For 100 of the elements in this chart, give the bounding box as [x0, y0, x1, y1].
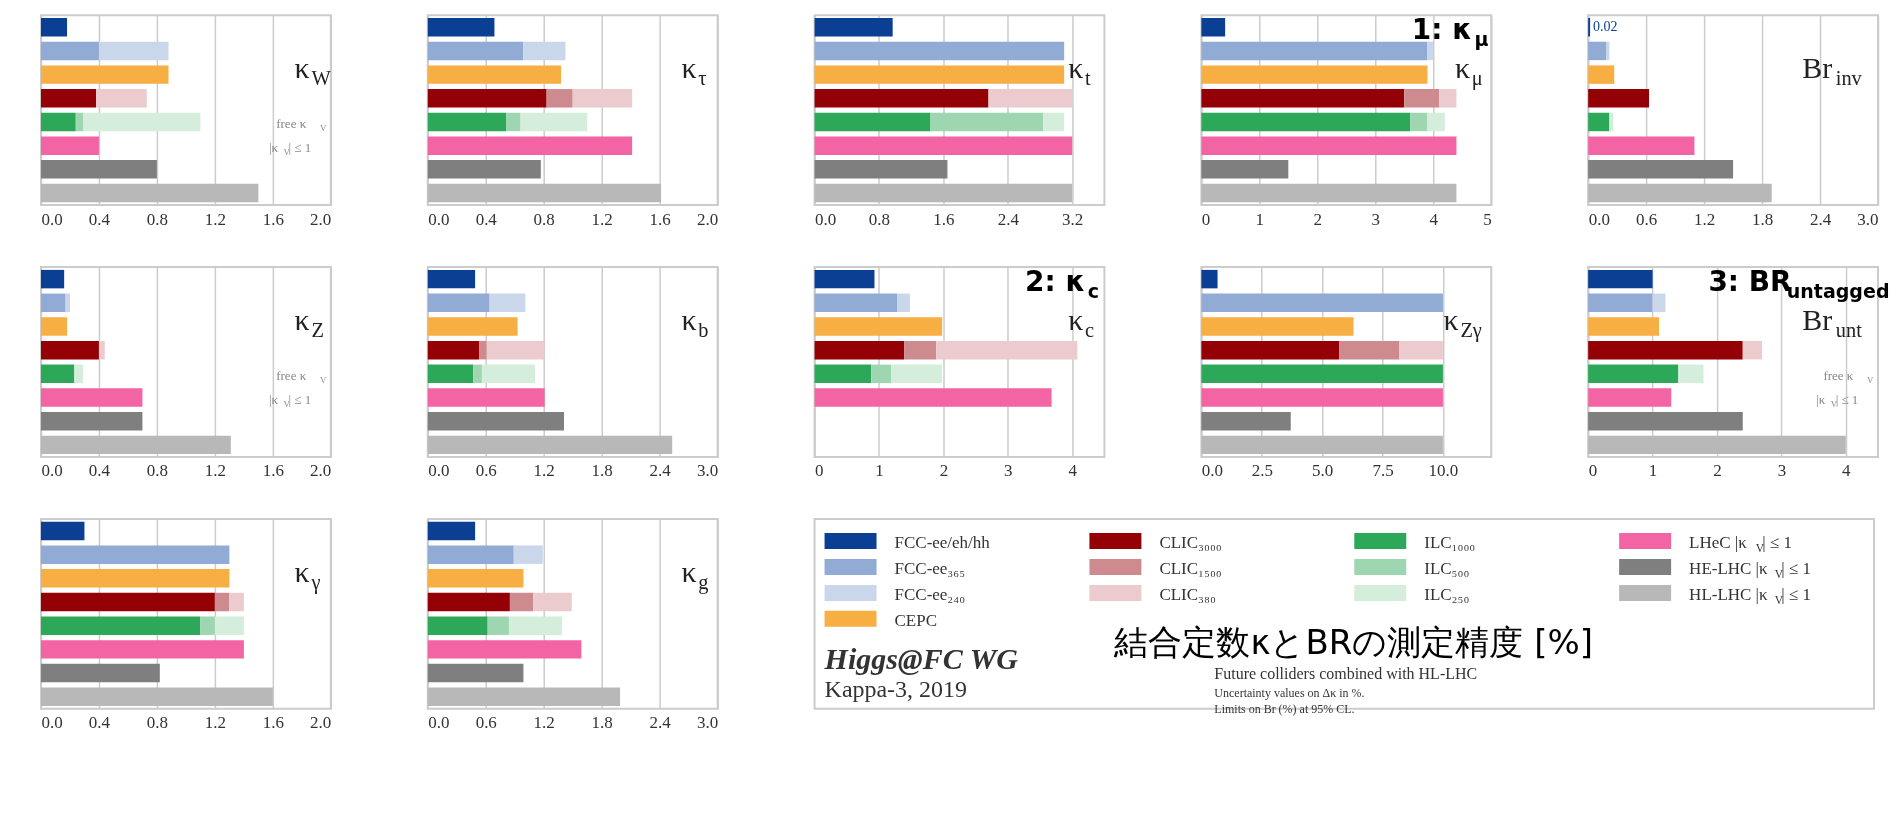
x-tick-label: 0.8: [146, 209, 169, 229]
x-tick-label: 1.2: [591, 209, 613, 229]
x-tick-label: 1.2: [204, 461, 226, 481]
bar: [1201, 269, 1218, 289]
x-tick-label: 4: [1068, 461, 1078, 481]
x-tick-label: 3.0: [1857, 209, 1879, 229]
bar: [891, 364, 943, 384]
bar: [814, 18, 893, 37]
x-tick-label: 2.0: [310, 461, 332, 481]
bar: [814, 388, 1052, 407]
x-tick-label: 0.0: [1588, 209, 1610, 229]
bar: [1201, 160, 1289, 179]
bar: [1201, 388, 1443, 407]
x-tick-label: 0.6: [475, 713, 497, 733]
bar: [814, 269, 875, 289]
x-tick-label: 4: [1842, 461, 1852, 481]
x-tick-label: 1.8: [1751, 209, 1774, 229]
x-tick-label: 0.6: [475, 461, 497, 481]
bar: [1201, 293, 1443, 313]
x-tick-label: 0.8: [868, 209, 891, 229]
bar: [1678, 364, 1704, 384]
category-label: FCC-ee₂₄₀: [894, 584, 966, 604]
bar: [1588, 340, 1743, 360]
x-tick-label: 1.8: [591, 713, 613, 733]
bar: [1588, 269, 1653, 289]
bar: [897, 293, 910, 313]
bar: [904, 340, 937, 360]
bar: [814, 183, 1073, 203]
x-tick-label: 1.6: [933, 209, 955, 229]
bar: [1201, 411, 1291, 431]
x-tick-label: 2.0: [310, 713, 332, 733]
bar: [871, 364, 892, 384]
category-label: FCC-ee₃₆₅: [894, 558, 966, 578]
x-tick-label: 3: [1371, 209, 1381, 229]
x-tick-label: 2: [1313, 209, 1323, 229]
x-tick-label: 0.0: [1201, 461, 1224, 481]
text: Future colliders combined with HL-LHC: [1214, 664, 1478, 682]
x-tick-label: 2.4: [1809, 209, 1832, 229]
x-tick-label: 10.0: [1428, 461, 1459, 481]
category-label: CEPC: [894, 610, 938, 630]
x-tick-label: 0.0: [428, 209, 450, 229]
x-tick-label: 2.4: [649, 461, 672, 481]
x-tick-label: 1.8: [591, 461, 613, 481]
x-tick-label: 0.0: [41, 461, 63, 481]
x-tick-label: 3.0: [696, 713, 719, 733]
x-tick-label: 2.4: [997, 209, 1020, 229]
bar: [1410, 112, 1428, 132]
x-tick-label: 2.5: [1251, 461, 1273, 481]
x-tick-label: 2.0: [310, 209, 332, 229]
text: Uncertainty values on Δκ in %.: [1214, 685, 1365, 700]
bar: [936, 340, 1078, 360]
bar: [1399, 340, 1443, 360]
bar: [1427, 112, 1445, 132]
x-tick-label: 3.2: [1062, 209, 1084, 229]
category-label: ILC₅₀₀: [1424, 558, 1470, 578]
bar: [930, 112, 1044, 132]
x-tick-label: 1: [875, 461, 884, 481]
x-tick-label: 3: [1777, 461, 1787, 481]
category-label: FCC-ee/eh/hh: [894, 532, 991, 552]
x-tick-label: 0.8: [146, 713, 169, 733]
bar: [1201, 65, 1428, 84]
x-tick-label: 0.4: [88, 209, 111, 229]
x-tick-label: 1.6: [649, 209, 671, 229]
bar: [814, 41, 1065, 61]
x-tick-label: 1.2: [1693, 209, 1716, 229]
x-tick-label: 3: [1004, 461, 1013, 481]
x-tick-label: 0: [815, 461, 824, 481]
bar: [814, 160, 948, 179]
bar: [1588, 293, 1653, 313]
x-tick-label: 2.0: [696, 209, 719, 229]
x-tick-label: 0.8: [533, 209, 555, 229]
x-tick-label: 2.4: [649, 713, 672, 733]
x-tick-label: 7.5: [1372, 461, 1394, 481]
text: Limits on Br (%) at 95% CL.: [1214, 701, 1355, 716]
data-label: 0.02: [1593, 19, 1618, 35]
x-tick-label: 1.2: [204, 713, 226, 733]
x-tick-label: 1: [1648, 461, 1658, 481]
bar: [1404, 89, 1440, 108]
text: Kappa-3, 2019: [824, 675, 968, 702]
bar: [814, 317, 943, 336]
bar: [1201, 183, 1457, 203]
x-tick-label: 1: [1255, 209, 1265, 229]
bar: [814, 89, 989, 108]
bar: [1339, 340, 1400, 360]
x-tick-label: 0.8: [146, 461, 169, 481]
bar: [1427, 41, 1434, 61]
x-tick-label: 0.6: [1636, 209, 1658, 229]
x-tick-label: 0: [1201, 209, 1211, 229]
text: Higgs@FC WG: [823, 641, 1019, 675]
bar: [1588, 317, 1660, 336]
bar: [1201, 364, 1443, 384]
x-tick-label: 0.0: [428, 461, 450, 481]
bar: [1439, 89, 1457, 108]
bar: [1588, 411, 1743, 431]
bar: [814, 65, 1065, 84]
text: 結合定数κとBRの測定精度 [%]: [1113, 621, 1593, 662]
bar: [1742, 340, 1763, 360]
bar: [1588, 388, 1672, 407]
x-tick-label: 1.6: [262, 209, 284, 229]
bar: [814, 112, 931, 132]
